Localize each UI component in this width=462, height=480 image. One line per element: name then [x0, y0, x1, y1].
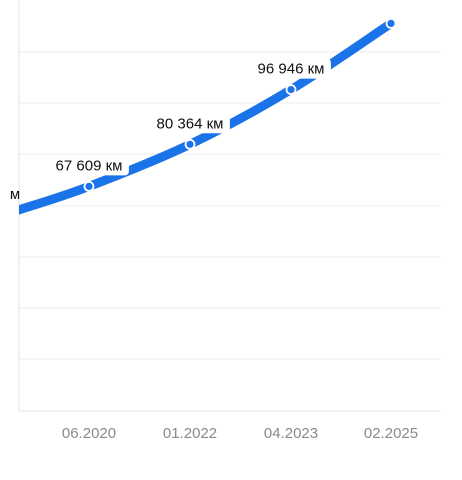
- data-label-background: [251, 58, 331, 79]
- data-point: [285, 84, 297, 95]
- data-label: 80 364 км: [157, 115, 224, 132]
- partial-data-label: м: [10, 186, 20, 203]
- grid-lines: [19, 51, 441, 360]
- x-axis-ticks: 06.2020 01.2022 04.2023 02.2025: [62, 425, 418, 442]
- data-point: [385, 17, 397, 29]
- x-tick-label: 06.2020: [62, 425, 116, 442]
- data-points: [83, 17, 397, 192]
- x-tick-label: 02.2025: [364, 425, 418, 442]
- data-label-background: [150, 113, 230, 134]
- data-point: [184, 138, 196, 150]
- x-tick-label: 04.2023: [264, 425, 318, 442]
- data-label: 96 946 км: [258, 61, 325, 78]
- x-tick-label: 01.2022: [163, 425, 217, 442]
- data-label: 67 609 км: [56, 157, 123, 174]
- data-labels: 67 609 км 80 364 км 96 946 км: [49, 58, 331, 176]
- data-label-background: [49, 155, 129, 176]
- data-point: [83, 180, 95, 192]
